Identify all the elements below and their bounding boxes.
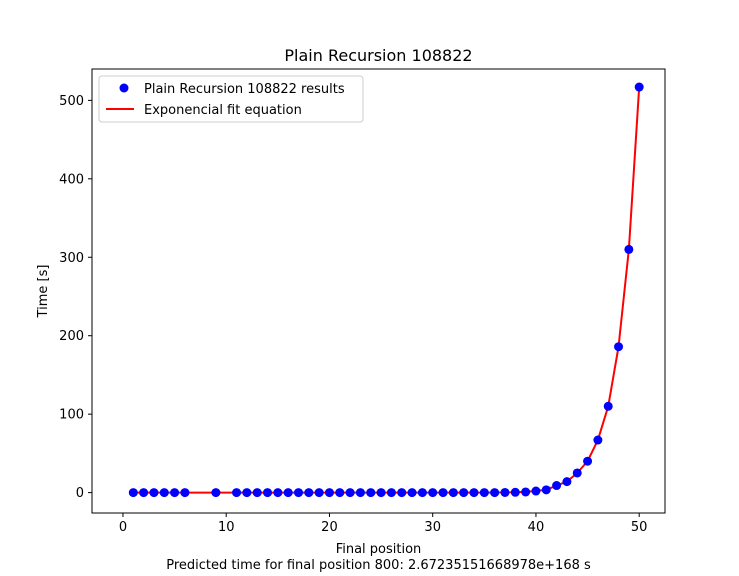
data-point: [407, 488, 417, 498]
data-point: [242, 488, 252, 498]
data-point: [159, 488, 169, 498]
data-point: [293, 488, 303, 498]
y-tick-label: 0: [76, 486, 84, 501]
data-point: [211, 488, 221, 498]
x-tick-label: 30: [424, 520, 441, 535]
fit-line: [133, 86, 641, 494]
data-point: [304, 488, 314, 498]
data-point: [603, 401, 613, 411]
data-point: [252, 488, 262, 498]
data-point: [531, 486, 541, 496]
legend-label-results: Plain Recursion 108822 results: [144, 82, 345, 97]
data-point: [335, 488, 345, 498]
legend-label-fit: Exponencial fit equation: [144, 103, 302, 118]
data-point: [562, 477, 572, 487]
results-series: [128, 82, 644, 498]
y-axis-label: Time [s]: [36, 265, 51, 319]
data-point: [428, 488, 438, 498]
y-tick-label: 300: [59, 251, 84, 266]
data-point: [345, 488, 355, 498]
legend-marker-results: [119, 83, 129, 93]
data-point: [510, 487, 520, 497]
data-point: [149, 488, 159, 498]
data-point: [324, 488, 334, 498]
data-point: [366, 488, 376, 498]
plot-area: [91, 68, 666, 514]
data-point: [624, 244, 634, 254]
data-point: [273, 488, 283, 498]
x-tick-label: 40: [528, 520, 545, 535]
data-point: [541, 485, 551, 495]
data-point: [552, 481, 562, 491]
x-axis-label: Final position: [336, 542, 422, 557]
data-point: [417, 488, 427, 498]
data-point: [232, 488, 242, 498]
y-tick-label: 100: [59, 408, 84, 423]
x-tick-label: 10: [218, 520, 235, 535]
data-point: [180, 488, 190, 498]
x-tick-label: 0: [119, 520, 127, 535]
x-tick-label: 20: [321, 520, 338, 535]
data-point: [479, 488, 489, 498]
prediction-note: Predicted time for final position 800: 2…: [166, 558, 591, 573]
data-point: [386, 488, 396, 498]
x-tick-label: 50: [631, 520, 648, 535]
fit-line-series: [133, 86, 641, 494]
data-point: [170, 488, 180, 498]
y-tick-label: 500: [59, 94, 84, 109]
data-point: [521, 487, 531, 497]
data-point: [614, 342, 624, 352]
data-point: [583, 456, 593, 466]
data-point: [593, 435, 603, 445]
data-point: [128, 488, 138, 498]
data-point: [469, 488, 479, 498]
chart-title: Plain Recursion 108822: [284, 46, 472, 65]
y-tick-label: 200: [59, 329, 84, 344]
x-axis: 0 10 20 30 40 50: [119, 513, 648, 535]
data-point: [376, 488, 386, 498]
data-point: [572, 468, 582, 478]
data-point: [500, 487, 510, 497]
y-axis: 0 100 200 300 400 500: [59, 94, 92, 501]
data-point: [139, 488, 149, 498]
data-point: [459, 488, 469, 498]
data-point: [448, 488, 458, 498]
data-point: [438, 488, 448, 498]
data-point: [397, 488, 407, 498]
data-point: [490, 488, 500, 498]
plot-frame: [91, 68, 666, 514]
data-point: [263, 488, 273, 498]
legend: Plain Recursion 108822 results Exponenci…: [98, 75, 364, 123]
y-tick-label: 400: [59, 172, 84, 187]
data-point: [314, 488, 324, 498]
legend-frame: [98, 75, 364, 123]
data-point: [283, 488, 293, 498]
data-point: [634, 82, 644, 92]
data-point: [355, 488, 365, 498]
